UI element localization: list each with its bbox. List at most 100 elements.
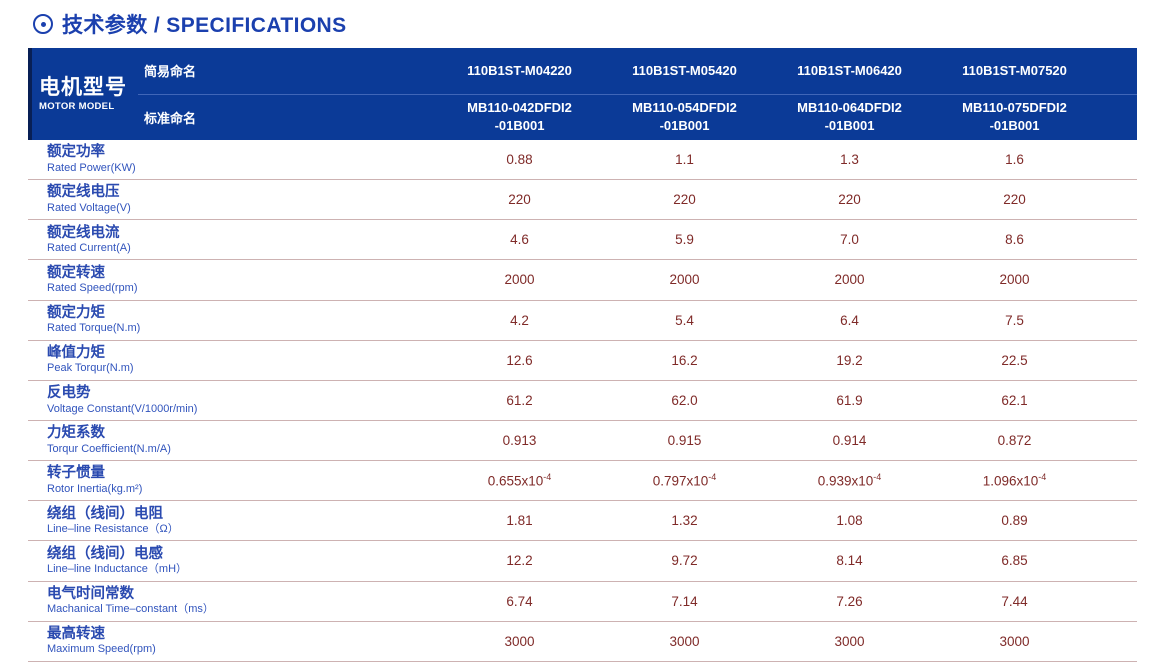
spec-value-r10-c3: 1.08 [836,513,863,529]
row-label: 额定线电流 Rated Current(A) [28,225,437,256]
table-body: 额定功率 Rated Power(KW) 0.88 1.1 1.3 1.6 额定线电压 Rat… [28,140,1137,662]
spec-row-3: 额定线电流 Rated Current(A) 4.6 5.9 7.0 8.6 [28,220,1137,261]
row-label-zh: 电气时间常数 [47,585,134,602]
row-label-zh: 额定线电流 [47,224,120,241]
row-label-zh: 额定力矩 [47,304,105,321]
spec-value-r3-c1: 4.6 [510,232,529,248]
spec-value-r2-c4: 220 [1003,192,1026,208]
header-standard-name-row: 标准命名 MB110-042DFDI2 -01B001 MB110-054DFDI… [138,95,1137,141]
spec-value-r13-c3: 3000 [834,633,865,649]
spec-value-r9-c1: 0.655x10-4 [487,472,552,489]
spec-value-r1-c3: 1.3 [840,152,859,168]
spec-value-r6-c3: 19.2 [836,352,863,368]
spec-value-r13-c1: 3000 [504,633,535,649]
spec-value-r12-c2: 7.14 [671,593,698,609]
spec-value-r11-c1: 12.2 [506,553,533,569]
motor-model-label-en: MOTOR MODEL [39,100,115,112]
model-standard-name-4: MB110-075DFDI2 -01B001 [962,100,1067,134]
row-label: 绕组（线间）电感 Line–line Inductance（mH） [28,546,437,577]
spec-value-r11-c3: 8.14 [836,553,863,569]
model-simple-name-3: 110B1ST-M06420 [797,62,902,78]
spec-value-r2-c1: 220 [508,192,531,208]
spec-value-r2-c3: 220 [838,192,861,208]
row-label-zh: 峰值力矩 [47,344,105,361]
spec-value-r4-c2: 2000 [669,272,700,288]
spec-value-r7-c3: 61.9 [836,392,863,408]
simple-name-label: 简易命名 [144,64,197,80]
row-label-en: Machanical Time–constant（ms） [47,603,214,616]
row-label-en: Rotor Inertia(kg.m²) [47,482,143,495]
spec-row-6: 峰值力矩 Peak Torqur(N.m) 12.6 16.2 19.2 22.5 [28,341,1137,381]
spec-value-r1-c1: 0.88 [506,152,533,168]
row-label-zh: 绕组（线间）电感 [47,545,163,562]
spec-value-r8-c3: 0.914 [832,433,867,449]
model-standard-name-3: MB110-064DFDI2 -01B001 [797,100,902,134]
standard-name-label: 标准命名 [144,110,197,126]
spec-value-r1-c2: 1.1 [675,152,694,168]
spec-value-r9-c2: 0.797x10-4 [652,472,717,489]
row-label: 力矩系数 Torqur Coefficient(N.m/A) [28,425,437,456]
row-label-en: Peak Torqur(N.m) [47,362,134,375]
row-label-en: Voltage Constant(V/1000r/min) [47,402,198,415]
row-label-en: Rated Voltage(V) [47,201,131,214]
spec-row-4: 额定转速 Rated Speed(rpm) 2000 2000 2000 2000 [28,260,1137,301]
spec-row-10: 绕组（线间）电阻 Line–line Resistance（Ω） 1.81 1.32 1… [28,501,1137,542]
row-label-en: Rated Speed(rpm) [47,282,138,295]
spec-row-11: 绕组（线间）电感 Line–line Inductance（mH） 12.2 9.72… [28,541,1137,582]
spec-value-r9-c4: 1.096x10-4 [982,472,1047,489]
model-simple-name-2: 110B1ST-M05420 [632,62,737,78]
spec-value-r13-c2: 3000 [669,633,700,649]
spec-value-r8-c2: 0.915 [667,433,702,449]
spec-value-r5-c3: 6.4 [840,312,859,328]
spec-value-r3-c4: 8.6 [1005,232,1024,248]
row-label: 峰值力矩 Peak Torqur(N.m) [28,345,437,376]
model-simple-name-4: 110B1ST-M07520 [962,62,1067,78]
spec-row-5: 额定力矩 Rated Torque(N.m) 4.2 5.4 6.4 7.5 [28,301,1137,341]
spec-value-r11-c2: 9.72 [671,553,698,569]
model-standard-name-2: MB110-054DFDI2 -01B001 [632,100,737,134]
table-header: 电机型号 MOTOR MODEL 简易命名 110B1ST-M04220 110B… [28,48,1137,140]
header-right-section: 简易命名 110B1ST-M04220 110B1ST-M05420 110B1ST… [138,48,1137,140]
row-label-en: Rated Current(A) [47,241,131,254]
spec-row-2: 额定线电压 Rated Voltage(V) 220 220 220 220 [28,180,1137,221]
spec-value-r6-c1: 12.6 [506,352,533,368]
row-label: 绕组（线间）电阻 Line–line Resistance（Ω） [28,506,437,537]
row-label: 反电势 Voltage Constant(V/1000r/min) [28,385,437,416]
row-label-zh: 绕组（线间）电阻 [47,505,163,522]
spec-value-r12-c4: 7.44 [1001,593,1028,609]
row-label-en: Rated Power(KW) [47,161,136,174]
circled-dot-icon [33,14,53,34]
row-label: 最高转速 Maximum Speed(rpm) [28,626,437,657]
row-label-en: Rated Torque(N.m) [47,322,141,335]
spec-value-r5-c2: 5.4 [675,312,694,328]
row-label: 额定转速 Rated Speed(rpm) [28,265,437,296]
spec-row-13: 最高转速 Maximum Speed(rpm) 3000 3000 3000 3000 [28,622,1137,662]
row-label-zh: 反电势 [47,385,91,402]
spec-value-r12-c1: 6.74 [506,593,533,609]
row-label-zh: 额定功率 [47,144,105,161]
spec-value-r7-c1: 61.2 [506,392,533,408]
motor-model-cell: 电机型号 MOTOR MODEL [32,48,138,140]
row-label: 额定功率 Rated Power(KW) [28,144,437,175]
header-divider [138,93,1137,95]
row-label: 额定力矩 Rated Torque(N.m) [28,305,437,336]
spec-value-r13-c4: 3000 [999,633,1030,649]
spec-value-r4-c4: 2000 [999,272,1030,288]
spec-value-r6-c2: 16.2 [671,352,698,368]
spec-value-r7-c2: 62.0 [671,392,698,408]
row-label: 转子惯量 Rotor Inertia(kg.m²) [28,465,437,496]
spec-value-r5-c4: 7.5 [1005,312,1024,328]
row-label: 电气时间常数 Machanical Time–constant（ms） [28,586,437,617]
spec-value-r4-c3: 2000 [834,272,865,288]
motor-model-label-zh: 电机型号 [39,76,127,100]
row-label: 额定线电压 Rated Voltage(V) [28,184,437,215]
spec-value-r11-c4: 6.85 [1001,553,1028,569]
spec-row-12: 电气时间常数 Machanical Time–constant（ms） 6.74 7.… [28,582,1137,622]
row-label-zh: 转子惯量 [47,465,105,482]
spec-value-r12-c3: 7.26 [836,593,863,609]
model-simple-name-1: 110B1ST-M04220 [467,62,572,78]
spec-value-r4-c1: 2000 [504,272,535,288]
spec-value-r3-c3: 7.0 [840,232,859,248]
spec-value-r1-c4: 1.6 [1005,152,1024,168]
spec-row-1: 额定功率 Rated Power(KW) 0.88 1.1 1.3 1.6 [28,140,1137,181]
